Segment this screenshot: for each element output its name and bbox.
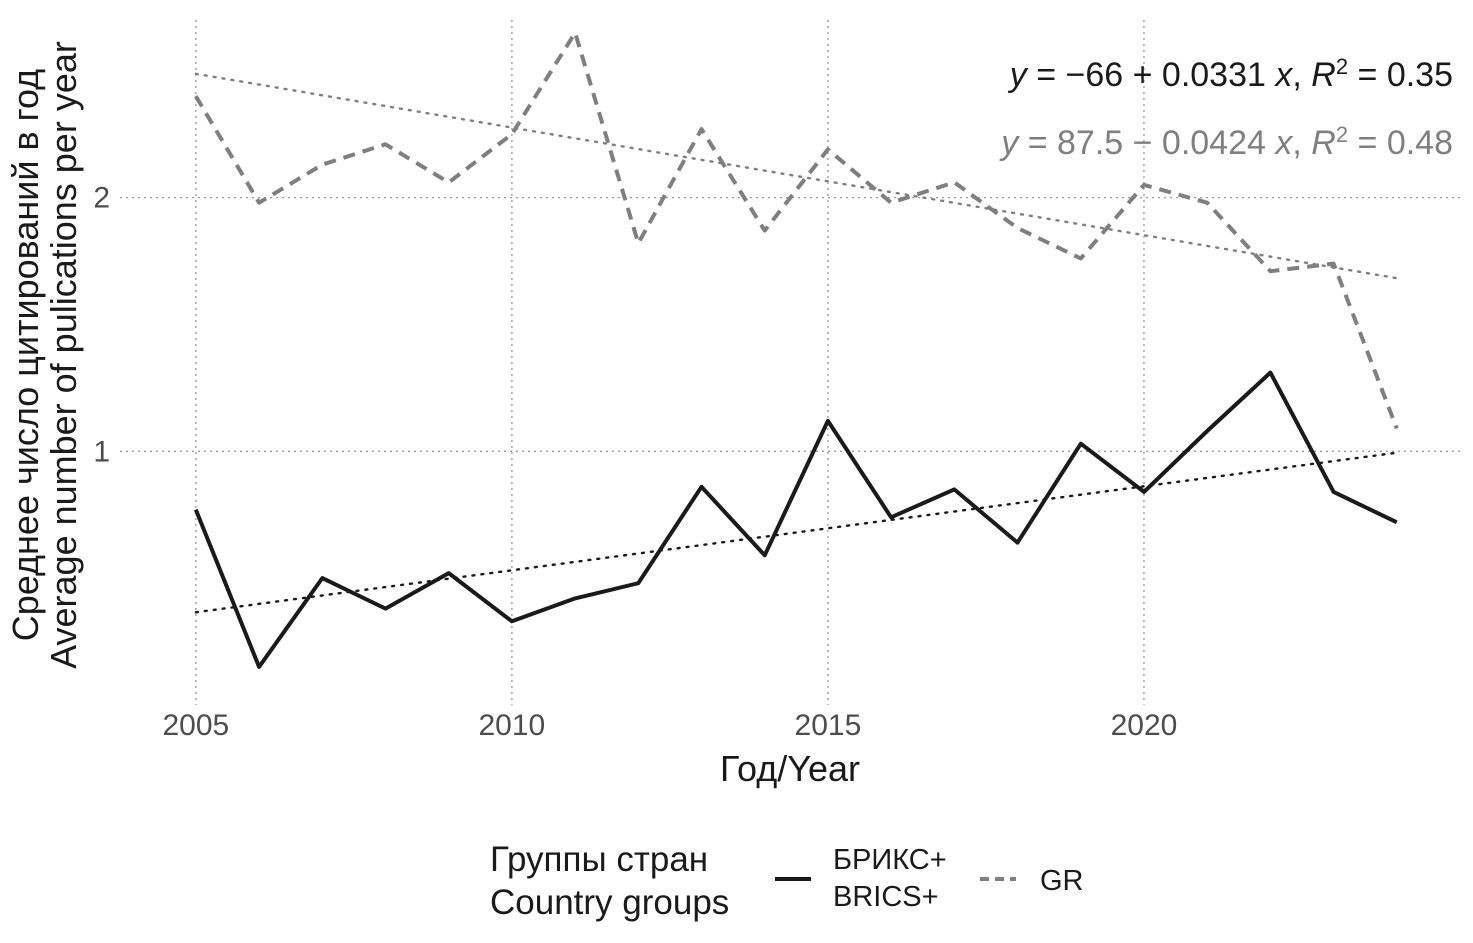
x-axis-title: Год/Year [720,748,860,789]
x-tick-label-2015: 2015 [795,709,862,742]
y-axis-title-line-1: Среднее число цитирований в год [5,69,46,641]
x-tick-label-2005: 2005 [162,709,229,742]
legend-label-gr: GR [1040,865,1084,897]
legend-title-line-1: Группы стран [490,840,708,879]
y-tick-label-1: 1 [93,435,110,468]
legend: Группы стран Country groups БРИКС+ BRICS… [490,840,1084,922]
series-layer [193,30,1399,669]
regression-equation-gr: y = 87.5 − 0.0424 x, R2 = 0.48 [999,122,1453,163]
legend-label-brics-line-1: БРИКС+ [833,844,947,876]
tick-label-layer: 2005 2010 2015 2020 1 2 [93,182,1177,742]
legend-label-brics-line-2: BRICS+ [833,881,939,913]
x-tick-label-2010: 2010 [479,709,546,742]
trendline-layer [194,72,1398,614]
regression-equation-brics: y = −66 + 0.0331 x, R2 = 0.35 [1008,54,1453,95]
x-tick-label-2020: 2020 [1111,709,1178,742]
legend-title-line-2: Country groups [490,883,729,922]
series-line-brics [193,370,1398,669]
y-tick-label-2: 2 [93,182,110,215]
grid-layer [120,20,1460,705]
y-axis-title-line-2: Average number of pulications per year [43,41,84,669]
trendline-gr [194,72,1398,280]
trendline-brics [194,451,1398,614]
